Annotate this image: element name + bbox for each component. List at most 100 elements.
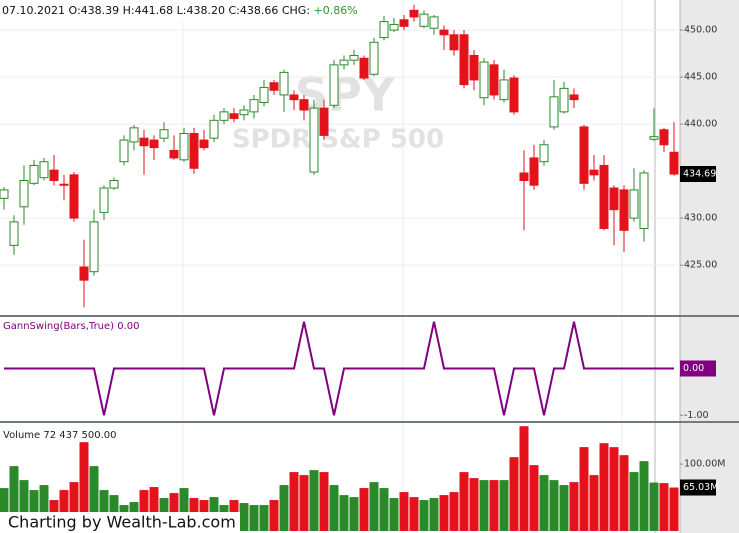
candle-body	[19, 180, 29, 208]
y-tick-label: -1.00	[684, 410, 709, 421]
volume-bar	[269, 500, 279, 531]
volume-bar	[489, 480, 499, 531]
volume-title: Volume 72 437 500.00	[3, 430, 117, 441]
volume-bar	[589, 475, 599, 531]
header-value: C:438.66	[228, 4, 278, 17]
candle-body	[129, 127, 139, 143]
volume-bar	[439, 495, 449, 531]
candle-body	[59, 183, 69, 186]
y-tick-label: 445.00	[684, 72, 717, 83]
volume-bar	[529, 465, 539, 531]
volume-bar	[629, 472, 639, 531]
volume-bar	[619, 455, 629, 531]
date: 07.10.2021	[2, 4, 65, 17]
volume-bar	[149, 487, 159, 531]
axis-strip	[680, 0, 739, 533]
candle-body	[9, 221, 19, 246]
header-value: O:438.39	[68, 4, 119, 17]
volume-bar	[249, 505, 259, 531]
candle-body	[409, 9, 419, 18]
change-label: CHG:	[282, 4, 310, 17]
candle-body	[339, 59, 349, 66]
y-tick-label: 100.00M	[684, 459, 725, 470]
volume-bar	[69, 482, 79, 531]
volume-bar	[399, 492, 409, 531]
candle-body	[0, 189, 9, 199]
candle-body	[279, 71, 289, 96]
y-tick-label: 440.00	[684, 119, 717, 130]
candle-body	[649, 136, 659, 140]
y-tick-label: 425.00	[684, 260, 717, 271]
volume-bar	[139, 490, 149, 531]
candle-body	[469, 54, 479, 81]
volume-bar	[79, 442, 89, 531]
volume-bar	[39, 485, 49, 531]
last-value-box	[680, 360, 716, 377]
candle-body	[429, 16, 439, 29]
volume-bar	[59, 490, 69, 531]
candle-body	[499, 79, 509, 101]
last-value-label: 65.03M	[683, 482, 718, 493]
volume-bar	[599, 443, 609, 531]
header-value: L:438.20	[177, 4, 225, 17]
header-value: H:441.68	[123, 4, 173, 17]
volume-bar	[449, 492, 459, 531]
candle-body	[439, 29, 449, 36]
candle-body	[519, 172, 529, 182]
volume-bar	[379, 488, 389, 531]
candle-body	[39, 161, 49, 179]
footer-bg	[0, 512, 240, 533]
footer: Charting by Wealth-Lab.com	[8, 513, 236, 532]
volume-bar	[409, 497, 419, 531]
volume-bar	[499, 480, 509, 531]
volume-bar	[659, 483, 669, 531]
candle-body	[79, 266, 89, 281]
candle-body	[239, 109, 249, 116]
candle-body	[49, 169, 59, 182]
volume-bar	[259, 505, 269, 531]
candle-body	[179, 132, 189, 161]
candle-body	[349, 54, 359, 61]
candle-body	[29, 164, 39, 184]
candle-body	[559, 87, 569, 113]
pane-separator	[0, 315, 739, 317]
y-tick-label: 450.00	[684, 25, 717, 36]
volume-bar	[309, 470, 319, 531]
volume-bar	[319, 472, 329, 531]
last-value-box	[680, 479, 716, 496]
volume-bar	[649, 482, 659, 531]
candle-body	[199, 139, 209, 149]
candle-body	[99, 187, 109, 213]
volume-bar	[469, 478, 479, 531]
candle-body	[589, 169, 599, 176]
volume-bar	[519, 426, 529, 531]
candle-body	[599, 164, 609, 229]
change-value: +0.86%	[314, 4, 358, 17]
candle-body	[119, 139, 129, 163]
volume-bar	[669, 487, 679, 531]
indicator-line	[4, 321, 674, 416]
volume-bar	[9, 466, 19, 531]
candle-body	[369, 41, 379, 75]
volume-bar	[289, 472, 299, 531]
y-tick-label: 430.00	[684, 213, 717, 224]
volume-bar	[299, 475, 309, 531]
volume-bar	[609, 447, 619, 531]
candle-body	[209, 119, 219, 139]
indicator-title: GannSwing(Bars,True) 0.00	[3, 321, 140, 332]
volume-bar	[29, 490, 39, 531]
volume-bar	[419, 500, 429, 531]
candle-body	[529, 157, 539, 186]
volume-bar	[429, 498, 439, 531]
candle-body	[579, 126, 589, 184]
volume-bar	[359, 488, 369, 531]
candle-body	[169, 149, 179, 159]
candle-body	[449, 34, 459, 51]
volume-bar	[389, 498, 399, 531]
candle-body	[249, 99, 259, 113]
volume-bar	[239, 503, 249, 531]
volume-bar	[509, 457, 519, 531]
candle-body	[299, 99, 309, 111]
volume-bar	[179, 488, 189, 531]
volume-bar	[559, 485, 569, 531]
